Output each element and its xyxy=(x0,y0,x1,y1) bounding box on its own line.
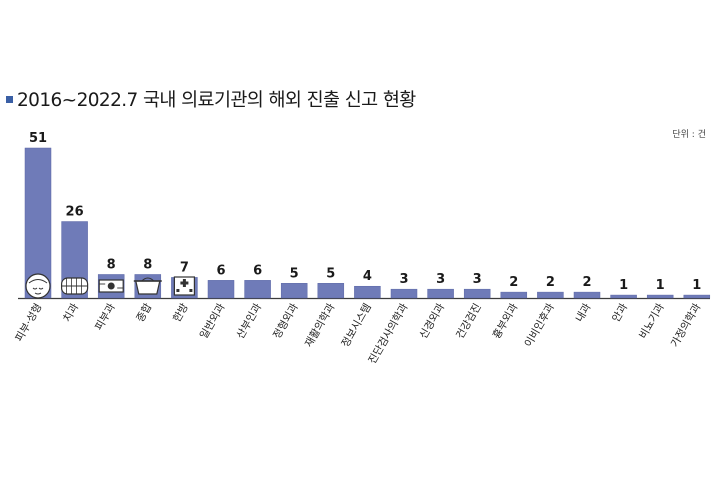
face-mask-icon xyxy=(25,273,51,299)
hospital-building-icon xyxy=(173,276,195,296)
category-label: 가정의학과 xyxy=(669,301,704,349)
category-label: 한방 xyxy=(171,301,191,324)
data-label: 1 xyxy=(692,278,701,293)
data-label: 7 xyxy=(180,260,189,275)
data-label: 5 xyxy=(326,266,335,281)
category-label: 안과 xyxy=(610,301,630,324)
category-label: 흉부외과 xyxy=(490,301,521,341)
category-label: 신경외과 xyxy=(417,301,448,341)
data-label: 8 xyxy=(107,257,116,272)
bar xyxy=(683,294,711,299)
data-label: 51 xyxy=(29,131,47,146)
bar xyxy=(24,147,52,299)
unit-label: 단위 : 건 xyxy=(672,130,706,140)
data-label: 5 xyxy=(290,266,299,281)
bar xyxy=(646,294,674,299)
bar xyxy=(463,288,491,299)
category-label: 진단검사의학과 xyxy=(366,301,410,366)
category-label: 비뇨기과 xyxy=(637,301,667,341)
data-label: 6 xyxy=(253,263,262,278)
data-label: 8 xyxy=(143,257,152,272)
skin-device-icon xyxy=(98,279,124,293)
category-label: 정형외과 xyxy=(271,301,301,341)
data-label: 4 xyxy=(363,269,372,284)
category-label: 산부인과 xyxy=(234,301,264,341)
category-label: 피부·성형 xyxy=(13,302,44,344)
teeth-icon xyxy=(60,277,89,295)
data-label: 1 xyxy=(619,278,628,293)
chart-title-text: 2016~2022.7 국내 의료기관의 해외 진출 신고 현황 xyxy=(17,90,416,111)
data-label: 26 xyxy=(66,205,84,220)
category-label: 정보시스템 xyxy=(339,302,374,350)
data-label: 2 xyxy=(582,275,591,290)
data-label: 2 xyxy=(509,275,518,290)
category-label: 건강검진 xyxy=(454,302,484,341)
data-label: 2 xyxy=(546,275,555,290)
bar xyxy=(427,288,454,299)
bar xyxy=(207,280,235,299)
bar xyxy=(390,288,418,299)
chart-title: 2016~2022.7 국내 의료기관의 해외 진출 신고 현황 xyxy=(6,87,416,111)
category-label: 종합 xyxy=(134,301,154,324)
category-label: 일반외과 xyxy=(197,301,228,341)
bar xyxy=(573,291,601,299)
data-label: 3 xyxy=(436,272,445,287)
bar xyxy=(500,291,528,299)
medicine-pot-icon xyxy=(133,277,162,295)
bar xyxy=(537,291,564,299)
bar xyxy=(610,294,637,299)
category-label: 치과 xyxy=(61,301,81,324)
bar xyxy=(317,283,345,299)
category-label: 내과 xyxy=(574,301,594,324)
bar xyxy=(244,280,271,299)
data-label: 6 xyxy=(216,263,225,278)
title-bullet-icon xyxy=(6,95,13,103)
data-label: 1 xyxy=(656,278,665,293)
category-label: 이비인후과 xyxy=(522,301,557,349)
category-label: 재활의학과 xyxy=(302,301,338,350)
bar xyxy=(354,285,381,299)
category-label: 피부과 xyxy=(93,301,118,332)
data-label: 3 xyxy=(399,272,408,287)
data-label: 3 xyxy=(473,272,482,287)
bar xyxy=(280,283,308,299)
